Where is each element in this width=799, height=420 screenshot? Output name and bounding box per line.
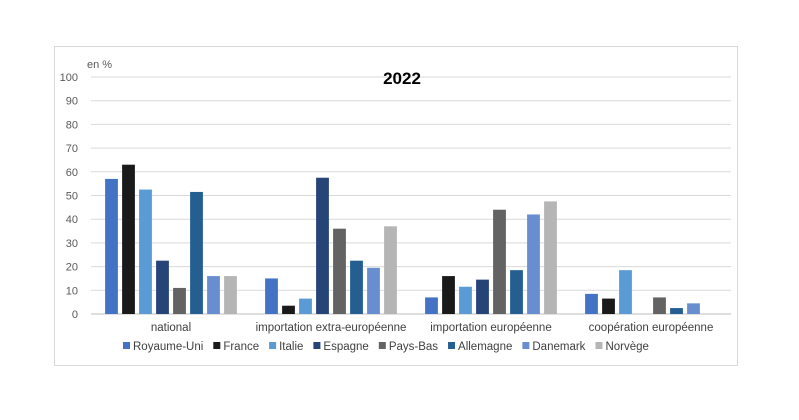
legend-swatch-Espagne [313,342,321,349]
y-tick-label: 90 [66,96,78,108]
legend-entry: Norvège [605,341,648,353]
bar-Norvège-1 [384,226,397,314]
legend-entry: Pays-Bas [389,341,438,353]
chart-title: 2022 [383,69,421,88]
y-tick-label: 30 [66,238,78,250]
y-tick-label: 70 [66,143,78,155]
bar-Espagne-1 [316,177,329,314]
bar-Norvège-0 [224,276,237,314]
bar-France-2 [442,276,455,314]
x-category-label: importation européenne [430,322,551,334]
y-tick-label: 60 [66,167,78,179]
bar-Royaume-Uni-3 [585,293,598,314]
bar-Italie-2 [459,286,472,314]
legend-swatch-Allemagne [448,342,456,349]
legend-entry: Italie [279,341,303,353]
x-category-label: coopération européenne [589,322,714,334]
bar-Allemagne-3 [670,308,683,314]
bar-Danemark-3 [687,303,700,314]
chart-frame: 0 10 20 30 40 50 60 70 80 90 100 en % 2022 national im… [54,46,738,366]
y-tick-label: 50 [66,191,78,203]
legend-swatch-Danemark [522,342,530,349]
legend-entry: Royaume-Uni [133,341,203,353]
legend-swatch-Pays-Bas [378,342,386,349]
bar-Pays-Bas-3 [653,297,666,314]
bar-Espagne-0 [156,260,169,314]
legend-swatch-Italie [269,342,277,349]
y-tick-label: 80 [66,119,78,131]
bar-France-0 [122,164,135,314]
legend-entry: Espagne [323,341,368,353]
y-tick-label: 40 [66,214,78,226]
legend-entry: Allemagne [458,341,512,353]
bar-Danemark-0 [207,276,220,314]
bar-Royaume-Uni-0 [105,178,118,314]
bar-Pays-Bas-1 [333,228,346,314]
bar-Royaume-Uni-2 [425,297,438,314]
y-tick-label: 20 [66,262,78,274]
bar-chart: 0 10 20 30 40 50 60 70 80 90 100 en % 2022 national im… [60,59,731,353]
legend-swatch-Royaume-Uni [123,342,130,349]
bar-France-1 [282,305,295,314]
y-tick-label: 10 [66,285,78,297]
bar-Pays-Bas-2 [493,209,506,314]
y-unit-label: en % [87,59,112,71]
bar-Allemagne-1 [350,260,363,314]
bar-Royaume-Uni-1 [265,278,278,314]
bar-Danemark-2 [527,214,540,314]
bar-Italie-3 [619,270,632,314]
y-tick-label: 0 [72,309,78,321]
x-category-label: national [151,322,191,334]
bar-Pays-Bas-0 [173,287,186,314]
y-tick-label: 100 [60,72,78,84]
bar-Norvège-2 [544,201,557,314]
bar-Allemagne-2 [510,270,523,314]
legend-entry: France [223,341,259,353]
legend-swatch-Norvège [595,342,603,349]
bar-Espagne-2 [476,279,489,314]
legend-swatch-France [213,342,221,349]
bar-Allemagne-0 [190,191,203,314]
bar-Italie-1 [299,298,312,314]
bar-Italie-0 [139,189,152,314]
bar-Danemark-1 [367,267,380,314]
legend-entry: Danemark [532,341,585,353]
bar-France-3 [602,298,615,314]
x-category-label: importation extra-européenne [256,322,407,334]
